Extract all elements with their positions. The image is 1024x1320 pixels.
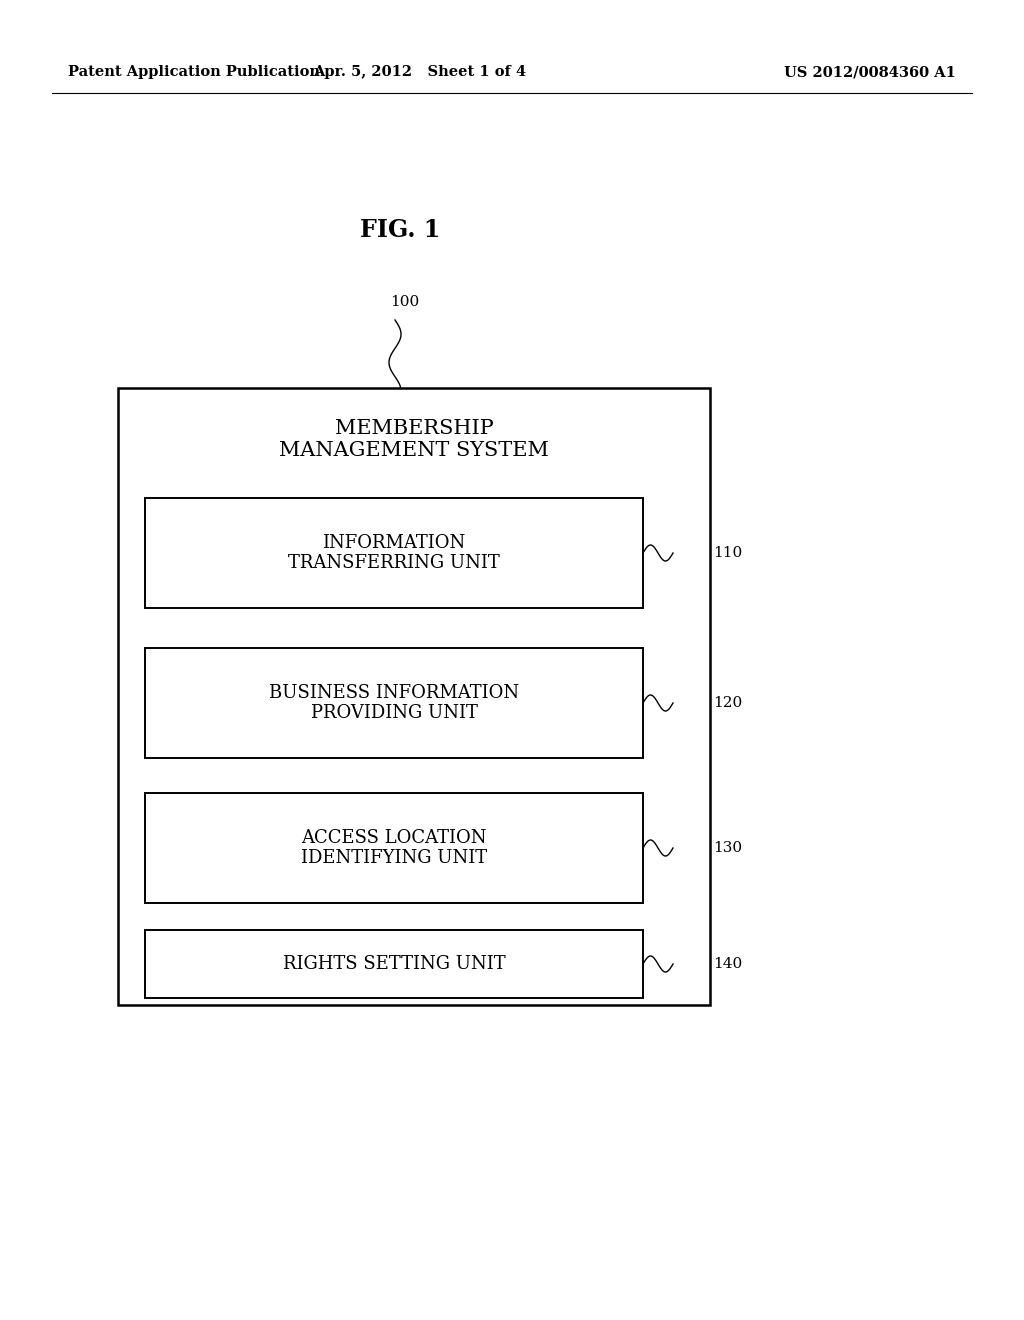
Bar (145, 648, 643, 758)
Text: INFORMATION
TRANSFERRING UNIT: INFORMATION TRANSFERRING UNIT (288, 533, 500, 573)
Bar (145, 931, 643, 998)
Text: RIGHTS SETTING UNIT: RIGHTS SETTING UNIT (283, 954, 505, 973)
Text: 130: 130 (713, 841, 742, 855)
Bar (118, 388, 710, 1005)
Text: BUSINESS INFORMATION
PROVIDING UNIT: BUSINESS INFORMATION PROVIDING UNIT (269, 684, 519, 722)
Text: FIG. 1: FIG. 1 (359, 218, 440, 242)
Text: ACCESS LOCATION
IDENTIFYING UNIT: ACCESS LOCATION IDENTIFYING UNIT (301, 829, 487, 867)
Bar (145, 498, 643, 609)
Text: Apr. 5, 2012   Sheet 1 of 4: Apr. 5, 2012 Sheet 1 of 4 (313, 65, 526, 79)
Bar (145, 793, 643, 903)
Text: US 2012/0084360 A1: US 2012/0084360 A1 (784, 65, 956, 79)
Text: Patent Application Publication: Patent Application Publication (68, 65, 319, 79)
Text: 120: 120 (713, 696, 742, 710)
Text: 140: 140 (713, 957, 742, 972)
Text: MEMBERSHIP
MANAGEMENT SYSTEM: MEMBERSHIP MANAGEMENT SYSTEM (280, 420, 549, 461)
Text: 110: 110 (713, 546, 742, 560)
Text: 100: 100 (390, 294, 419, 309)
